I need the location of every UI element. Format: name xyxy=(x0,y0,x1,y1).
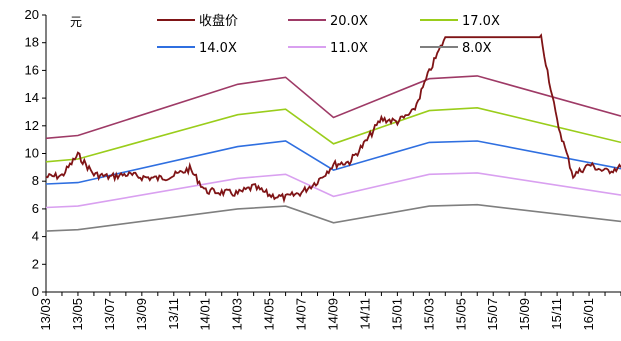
x-tick-label: 14/07 xyxy=(294,298,309,331)
x-tick-label: 13/07 xyxy=(102,298,117,331)
x-tick-label: 13/09 xyxy=(134,298,149,331)
legend: 收盘价 20.0X 17.0X 14.0X 11.0X 8.0X xyxy=(157,13,500,56)
legend-label: 8.0X xyxy=(462,41,492,56)
series-line-20.0X xyxy=(45,75,621,140)
x-tick-label: 15/05 xyxy=(453,298,468,331)
legend-label: 14.0X xyxy=(199,41,237,56)
x-tick-label: 14/01 xyxy=(198,298,213,331)
x-tick-label: 14/09 xyxy=(326,298,341,331)
y-unit-label: 元 xyxy=(70,15,82,29)
legend-label: 收盘价 xyxy=(199,13,238,29)
x-tick-label: 15/11 xyxy=(549,298,564,330)
x-tick-label: 14/03 xyxy=(230,298,245,331)
y-tick-label: 12 xyxy=(25,118,39,133)
y-tick-label: 10 xyxy=(25,146,39,161)
y-tick-label: 8 xyxy=(32,173,39,188)
x-tick-label: 13/11 xyxy=(166,298,181,330)
y-tick-label: 4 xyxy=(32,229,39,244)
y-tick-label: 2 xyxy=(32,256,39,271)
axes: 0 2 4 6 8 10 12 14 16 18 20 13/03 13/05 13/07 13/09 13/… xyxy=(25,7,621,331)
series-layer xyxy=(45,33,621,232)
x-tick-label: 15/03 xyxy=(421,298,436,331)
y-tick-label: 0 xyxy=(32,284,39,299)
x-tick-label: 16/01 xyxy=(581,298,596,331)
series-line-11.0X xyxy=(45,172,621,209)
legend-label: 20.0X xyxy=(330,14,368,29)
x-tick-label: 13/05 xyxy=(70,298,85,331)
x-tick-label: 13/03 xyxy=(38,298,53,331)
y-tick-label: 20 xyxy=(25,7,39,22)
x-tick-label: 14/05 xyxy=(262,298,277,331)
y-tick-label: 16 xyxy=(25,62,39,77)
legend-label: 17.0X xyxy=(462,14,500,29)
x-tick-label: 14/11 xyxy=(357,298,372,330)
series-line-8.0X xyxy=(45,203,621,232)
x-tick-label: 15/07 xyxy=(485,298,500,331)
y-tick-label: 18 xyxy=(25,35,39,50)
series-line-收盘价 xyxy=(45,33,621,204)
y-tick-label: 14 xyxy=(25,90,39,105)
series-line-17.0X xyxy=(45,106,621,163)
x-tick-label: 15/01 xyxy=(389,298,404,331)
y-tick-label: 6 xyxy=(32,201,39,216)
x-tick-label: 15/09 xyxy=(517,298,532,331)
legend-label: 11.0X xyxy=(330,41,368,56)
